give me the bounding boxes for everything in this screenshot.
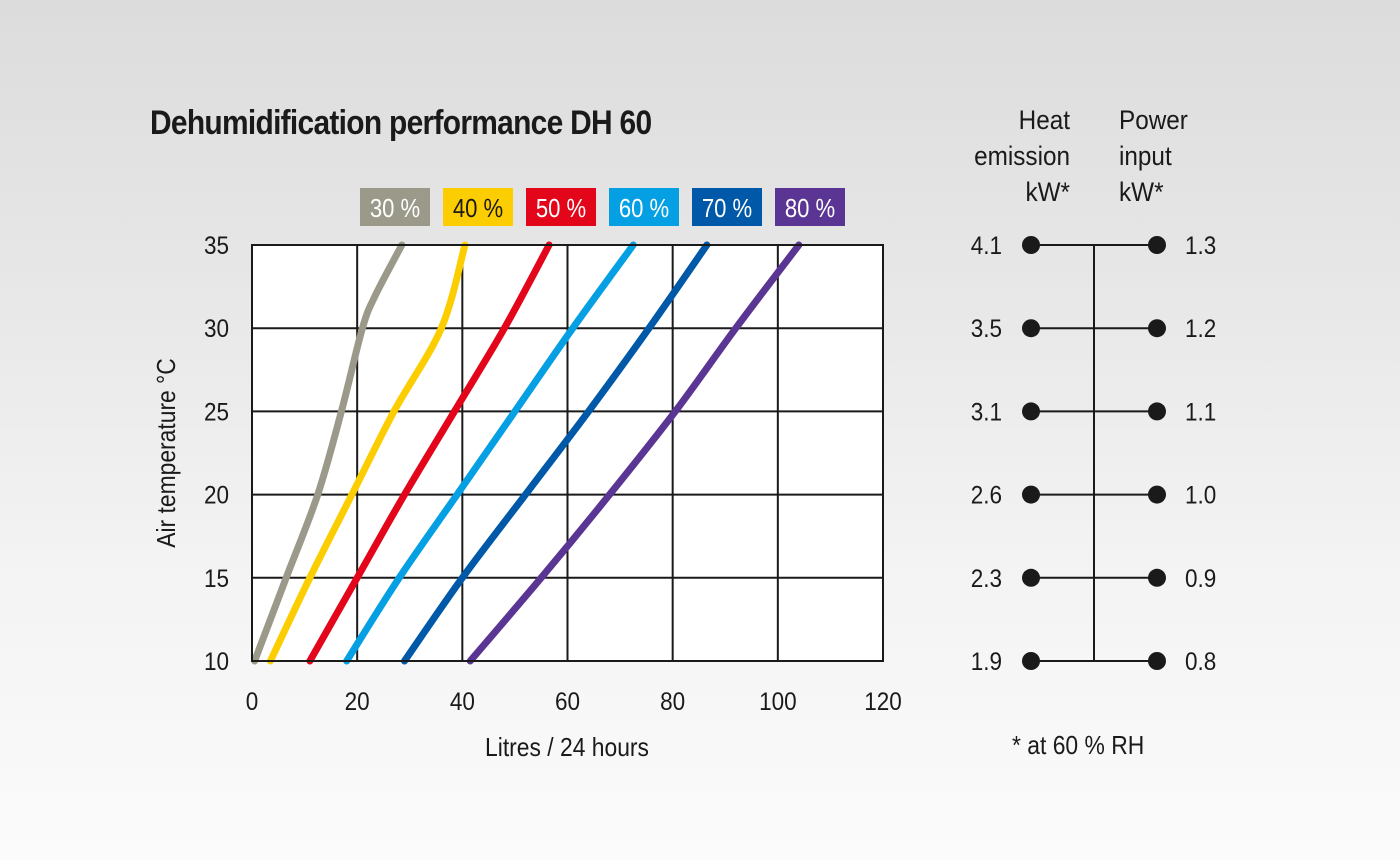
y-tick-label: 25 (204, 398, 229, 426)
y-axis-label: Air temperature °C (153, 358, 182, 548)
legend-label: 50 % (536, 194, 586, 223)
legend-item: 70 % (692, 188, 762, 226)
heat-emission-value: 3.1 (971, 398, 1002, 426)
power-input-value: 0.9 (1185, 565, 1216, 593)
series-line-60-percent (343, 241, 637, 665)
legend-label: 80 % (785, 194, 835, 223)
x-tick-label: 20 (345, 688, 370, 716)
heat-emission-value: 2.6 (971, 482, 1002, 510)
power-input-value: 1.3 (1185, 232, 1216, 260)
power-dot (1148, 568, 1166, 587)
power-dot (1148, 652, 1166, 670)
scale-row: 4.1 1.3 (971, 232, 1217, 260)
x-axis-label: Litres / 24 hours (485, 734, 649, 763)
legend: 30 % 40 % 50 % 60 % 70 % 80 % (360, 188, 845, 226)
power-input-value: 0.8 (1185, 648, 1216, 676)
heat-dot (1022, 236, 1040, 254)
power-dot (1148, 485, 1166, 504)
legend-swatch (526, 188, 596, 226)
legend-item: 80 % (775, 188, 845, 226)
series-line-30-percent (251, 241, 406, 665)
power-dot (1148, 319, 1166, 338)
x-tick-label: 120 (864, 688, 902, 716)
heat-dot (1022, 319, 1040, 338)
power-header-line: kW* (1119, 177, 1164, 207)
heat-dot (1022, 402, 1040, 421)
scale-row: 2.3 0.9 (971, 565, 1217, 593)
x-tick-label: 60 (555, 688, 580, 716)
x-tick-label: 100 (759, 688, 797, 716)
y-tick-label: 30 (204, 315, 229, 343)
y-tick-label: 20 (204, 482, 229, 510)
heat-emission-value: 2.3 (971, 565, 1002, 593)
heat-header-line: kW* (1025, 177, 1070, 207)
power-input-header: Power input kW* (1119, 102, 1227, 210)
heat-header-line: Heat (1018, 105, 1070, 135)
series-line-70-percent (400, 241, 711, 665)
heat-dot (1022, 485, 1040, 504)
scale-row: 3.5 1.2 (971, 315, 1217, 343)
legend-swatch (360, 188, 430, 226)
legend-item: 30 % (360, 188, 430, 226)
plot-frame (251, 244, 884, 662)
y-tick-label: 15 (204, 565, 229, 593)
x-axis: 0 20 40 60 80 100 120 (246, 688, 902, 716)
legend-label: 40 % (453, 194, 503, 223)
x-tick-label: 80 (660, 688, 685, 716)
heat-dot (1022, 652, 1040, 670)
heat-dot (1022, 568, 1040, 587)
legend-swatch (692, 188, 762, 226)
side-scale: 4.1 1.3 3.5 1.2 3.1 1.1 2.6 1.0 2.3 0.9 1.9 0.8 (971, 232, 1217, 676)
power-header-line: Power (1119, 105, 1188, 135)
power-dot (1148, 236, 1166, 254)
legend-label: 30 % (370, 194, 420, 223)
heat-emission-value: 4.1 (971, 232, 1002, 260)
legend-label: 60 % (619, 194, 669, 223)
heat-emission-value: 1.9 (971, 648, 1002, 676)
power-dot (1148, 402, 1166, 421)
x-tick-label: 40 (450, 688, 475, 716)
heat-emission-value: 3.5 (971, 315, 1002, 343)
y-axis: 10 15 20 25 30 35 (204, 232, 229, 676)
legend-swatch (609, 188, 679, 226)
scale-row: 2.6 1.0 (971, 482, 1217, 510)
series-group (251, 241, 803, 665)
legend-swatch (775, 188, 845, 226)
series-line-50-percent (306, 241, 553, 665)
legend-item: 60 % (609, 188, 679, 226)
y-tick-label: 10 (204, 648, 229, 676)
legend-swatch (443, 188, 513, 226)
power-input-value: 1.2 (1185, 315, 1216, 343)
scale-row: 3.1 1.1 (971, 398, 1217, 426)
chart-title: Dehumidification performance DH 60 (150, 104, 652, 142)
legend-label: 70 % (702, 194, 752, 223)
scale-row: 1.9 0.8 (971, 648, 1217, 676)
power-header-line: input (1119, 141, 1172, 171)
x-tick-label: 0 (246, 688, 259, 716)
power-input-value: 1.0 (1185, 482, 1216, 510)
heat-header-line: emission (974, 141, 1070, 171)
power-input-value: 1.1 (1185, 398, 1216, 426)
series-line-40-percent (266, 241, 469, 665)
legend-item: 40 % (443, 188, 513, 226)
legend-item: 50 % (526, 188, 596, 226)
heat-emission-header: Heat emission kW* (962, 102, 1070, 210)
footnote: * at 60 % RH (1012, 730, 1145, 760)
y-tick-label: 35 (204, 232, 229, 260)
series-line-80-percent (466, 241, 803, 665)
